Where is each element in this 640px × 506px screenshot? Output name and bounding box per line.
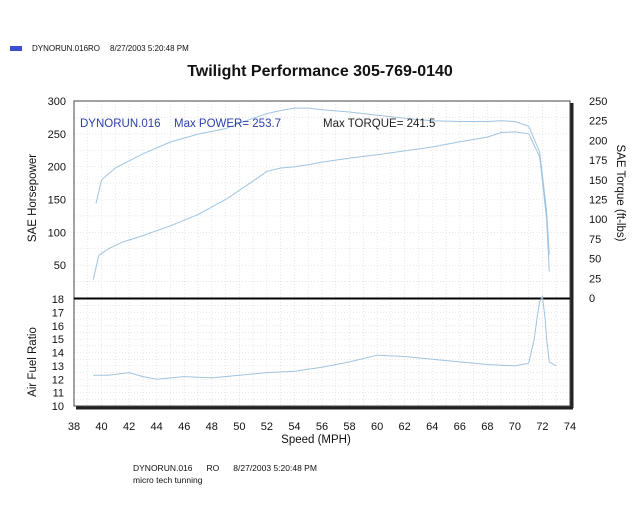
y-axis-label-horsepower: SAE Horsepower xyxy=(27,154,39,242)
x-tick-label: 40 xyxy=(95,421,107,433)
afr-tick-label: 10 xyxy=(52,401,64,413)
x-tick-label: 56 xyxy=(316,421,328,433)
x-tick-label: 74 xyxy=(564,421,576,433)
x-tick-label: 68 xyxy=(481,421,493,433)
horsepower-line xyxy=(92,131,550,280)
torque-line xyxy=(95,107,550,255)
footer-info: DYNORUN.016 RO 8/27/2003 5:20:48 PM micr… xyxy=(133,462,317,486)
footer-note: micro tech tunning xyxy=(133,475,203,485)
afr-tick-label: 12 xyxy=(52,374,64,386)
afr-tick-label: 18 xyxy=(52,294,64,306)
footer-datetime: 8/27/2003 5:20:48 PM xyxy=(233,463,317,473)
legend-datetime: 8/27/2003 5:20:48 PM xyxy=(110,44,189,53)
plot-frame xyxy=(73,100,574,410)
x-tick-label: 72 xyxy=(536,421,548,433)
afr-line xyxy=(93,294,557,380)
y2-tick-label: 125 xyxy=(589,195,607,207)
y-tick-label: 200 xyxy=(48,162,66,174)
x-tick-label: 54 xyxy=(288,421,300,433)
max-power-label: Max POWER= 253.7 xyxy=(174,118,281,130)
x-tick-label: 38 xyxy=(68,421,80,433)
x-tick-label: 62 xyxy=(399,421,411,433)
legend-run-id: DYNORUN.016RO xyxy=(32,44,101,53)
y2-axis-label-torque: SAE Torque (ft-lbs) xyxy=(614,145,626,242)
afr-tick-label: 16 xyxy=(52,321,64,333)
plot-border xyxy=(73,100,571,407)
y2-tick-label: 100 xyxy=(589,214,607,226)
afr-tick-label: 15 xyxy=(52,334,64,346)
max-torque-label: Max TORQUE= 241.5 xyxy=(323,118,435,130)
x-tick-label: 70 xyxy=(509,421,521,433)
x-tick-label: 42 xyxy=(123,421,135,433)
y2-tick-label: 25 xyxy=(589,273,601,285)
y-tick-label: 250 xyxy=(48,129,66,141)
x-axis-label: Speed (MPH) xyxy=(281,434,351,446)
footer-code: RO xyxy=(206,463,220,473)
legend: DYNORUN.016RO 8/27/2003 5:20:48 PM xyxy=(10,44,189,53)
run-name-label: DYNORUN.016 xyxy=(80,118,161,130)
x-tick-label: 46 xyxy=(178,421,190,433)
y-tick-label: 150 xyxy=(48,195,66,207)
y-axis-label-afr: Air Fuel Ratio xyxy=(27,327,39,397)
x-tick-label: 64 xyxy=(426,421,438,433)
y-tick-label: 100 xyxy=(48,227,66,239)
afr-tick-label: 11 xyxy=(53,388,64,400)
y-tick-label: 300 xyxy=(48,96,66,108)
x-tick-label: 60 xyxy=(371,421,383,433)
y2-tick-label: 75 xyxy=(589,234,601,246)
y-tick-label: 50 xyxy=(54,260,66,272)
x-tick-label: 48 xyxy=(206,421,218,433)
x-tick-label: 44 xyxy=(151,421,163,433)
y2-tick-label: 250 xyxy=(589,96,607,108)
afr-tick-label: 13 xyxy=(52,361,64,373)
y2-tick-label: 50 xyxy=(589,254,601,266)
footer-run-id: DYNORUN.016 xyxy=(133,463,193,473)
legend-swatch xyxy=(10,46,22,51)
y2-tick-label: 150 xyxy=(589,175,607,187)
grid xyxy=(73,101,571,406)
afr-tick-label: 14 xyxy=(52,348,64,360)
series-layer xyxy=(92,107,557,380)
x-tick-label: 50 xyxy=(233,421,245,433)
x-tick-label: 52 xyxy=(261,421,273,433)
x-tick-label: 66 xyxy=(454,421,466,433)
tick-labels: 38 40 42 44 46 48 50 52 54 56 58 60 62 64 66 68 70 72 74 50… xyxy=(48,96,608,433)
afr-tick-label: 17 xyxy=(52,307,64,319)
x-tick-label: 58 xyxy=(343,421,355,433)
y2-tick-label: 225 xyxy=(589,116,607,128)
y2-tick-label: 200 xyxy=(589,135,607,147)
chart-title: Twilight Performance 305-769-0140 xyxy=(187,63,453,80)
y2-tick-label: 0 xyxy=(589,293,595,305)
y2-tick-label: 175 xyxy=(589,155,607,167)
